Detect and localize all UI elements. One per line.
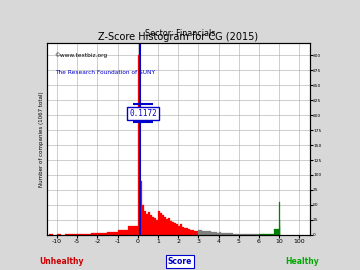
- Bar: [237, 234, 239, 235]
- Bar: [259, 234, 260, 235]
- Bar: [128, 226, 138, 235]
- Bar: [215, 232, 217, 235]
- Bar: [194, 231, 197, 235]
- Bar: [207, 231, 208, 235]
- Bar: [235, 234, 237, 235]
- Bar: [146, 214, 148, 235]
- Bar: [263, 234, 264, 235]
- Bar: [261, 234, 262, 235]
- Bar: [274, 229, 279, 235]
- Bar: [144, 211, 146, 235]
- Bar: [231, 233, 233, 235]
- Bar: [245, 234, 247, 235]
- Bar: [257, 234, 259, 235]
- Bar: [176, 224, 178, 235]
- Text: ©www.textbiz.org: ©www.textbiz.org: [55, 53, 108, 58]
- Bar: [249, 234, 251, 235]
- Bar: [150, 215, 152, 235]
- Bar: [107, 232, 118, 235]
- Bar: [260, 234, 261, 235]
- Bar: [198, 230, 201, 235]
- Bar: [162, 215, 164, 235]
- Bar: [212, 232, 215, 235]
- Bar: [160, 213, 162, 235]
- Bar: [204, 231, 207, 235]
- Bar: [77, 234, 84, 235]
- Bar: [172, 222, 174, 235]
- Bar: [138, 55, 140, 235]
- Bar: [152, 217, 154, 235]
- Bar: [57, 234, 61, 235]
- Bar: [221, 232, 223, 235]
- Text: Healthy: Healthy: [285, 257, 319, 266]
- Bar: [247, 234, 249, 235]
- Bar: [69, 234, 73, 235]
- Title: Z-Score Histogram for CG (2015): Z-Score Histogram for CG (2015): [98, 32, 258, 42]
- Bar: [251, 234, 253, 235]
- Bar: [219, 232, 221, 235]
- Bar: [269, 234, 272, 235]
- Bar: [49, 234, 53, 235]
- Bar: [225, 233, 227, 235]
- Bar: [174, 223, 176, 235]
- Bar: [182, 227, 184, 235]
- Y-axis label: Number of companies (1067 total): Number of companies (1067 total): [39, 91, 44, 187]
- Bar: [170, 221, 172, 235]
- Bar: [166, 219, 168, 235]
- Bar: [164, 217, 166, 235]
- Bar: [186, 228, 188, 235]
- Text: The Research Foundation of SUNY: The Research Foundation of SUNY: [55, 70, 155, 75]
- Bar: [202, 231, 204, 235]
- Bar: [241, 234, 243, 235]
- Bar: [255, 234, 257, 235]
- Bar: [201, 230, 202, 235]
- Bar: [140, 181, 142, 235]
- Bar: [84, 234, 91, 235]
- Bar: [184, 228, 186, 235]
- Bar: [267, 234, 269, 235]
- Bar: [223, 232, 225, 235]
- Bar: [243, 234, 245, 235]
- Bar: [233, 234, 235, 235]
- Bar: [262, 234, 263, 235]
- Bar: [91, 233, 97, 235]
- Bar: [156, 220, 158, 235]
- Bar: [211, 232, 212, 235]
- Bar: [97, 233, 107, 235]
- Bar: [208, 231, 211, 235]
- Bar: [158, 211, 160, 235]
- Text: Score: Score: [168, 257, 192, 266]
- Bar: [180, 224, 182, 235]
- Text: Sector: Financials: Sector: Financials: [145, 29, 215, 38]
- Bar: [154, 218, 156, 235]
- Bar: [178, 226, 180, 235]
- Bar: [272, 234, 274, 235]
- Bar: [73, 234, 77, 235]
- Bar: [227, 233, 229, 235]
- Bar: [197, 231, 198, 235]
- Text: 0.1172: 0.1172: [129, 109, 157, 118]
- Bar: [148, 212, 150, 235]
- Bar: [192, 230, 194, 235]
- Bar: [239, 234, 241, 235]
- Bar: [168, 218, 170, 235]
- Bar: [253, 234, 255, 235]
- Bar: [229, 233, 231, 235]
- Text: Unhealthy: Unhealthy: [39, 257, 84, 266]
- Bar: [118, 230, 128, 235]
- Bar: [217, 232, 219, 235]
- Bar: [142, 205, 144, 235]
- Bar: [190, 230, 192, 235]
- Bar: [65, 234, 69, 235]
- Bar: [264, 234, 267, 235]
- Bar: [188, 229, 190, 235]
